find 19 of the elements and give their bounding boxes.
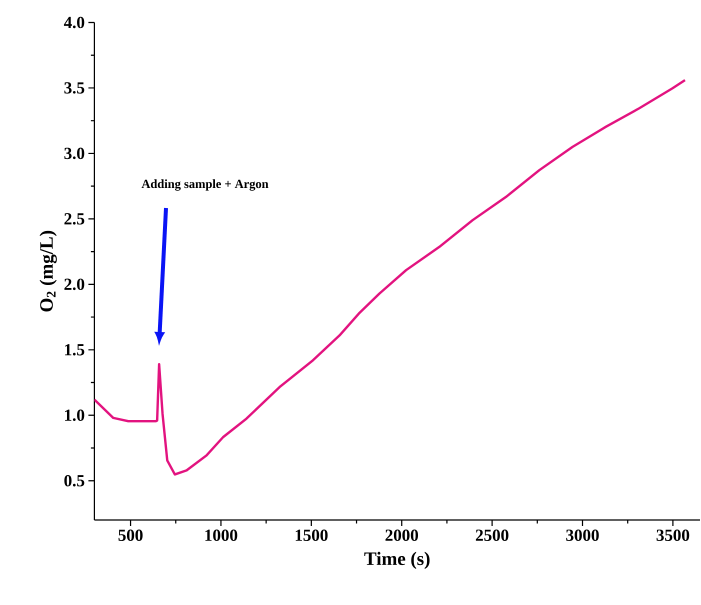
y-tick-label: 0.5: [64, 474, 84, 486]
y-tick-label: 3.0: [64, 148, 84, 160]
x-tick-label: 500: [118, 530, 143, 541]
x-tick-label: 3000: [566, 530, 599, 541]
y-tick-label: 2.5: [64, 213, 84, 225]
y-tick-label: 1.0: [65, 410, 84, 422]
y-tick-label: 4.0: [64, 16, 84, 28]
y-tick-label: 3.5: [64, 82, 84, 94]
x-tick-label: 3500: [656, 530, 690, 541]
y-tick-label: 1.5: [65, 344, 84, 356]
line-series: [94, 78, 686, 476]
annotation: Adding sample + Argon: [142, 179, 268, 191]
x-tick-label: 2000: [386, 530, 418, 541]
x-tick-label: 2500: [476, 530, 508, 541]
y-axis-title: O$_{2}$ (mg/L): [40, 230, 57, 312]
x-axis-title: Time (s): [364, 552, 430, 569]
x-tick-label: 1000: [205, 530, 238, 541]
y-tick-label: 2.0: [64, 278, 84, 290]
x-tick-label: 1500: [296, 530, 328, 541]
